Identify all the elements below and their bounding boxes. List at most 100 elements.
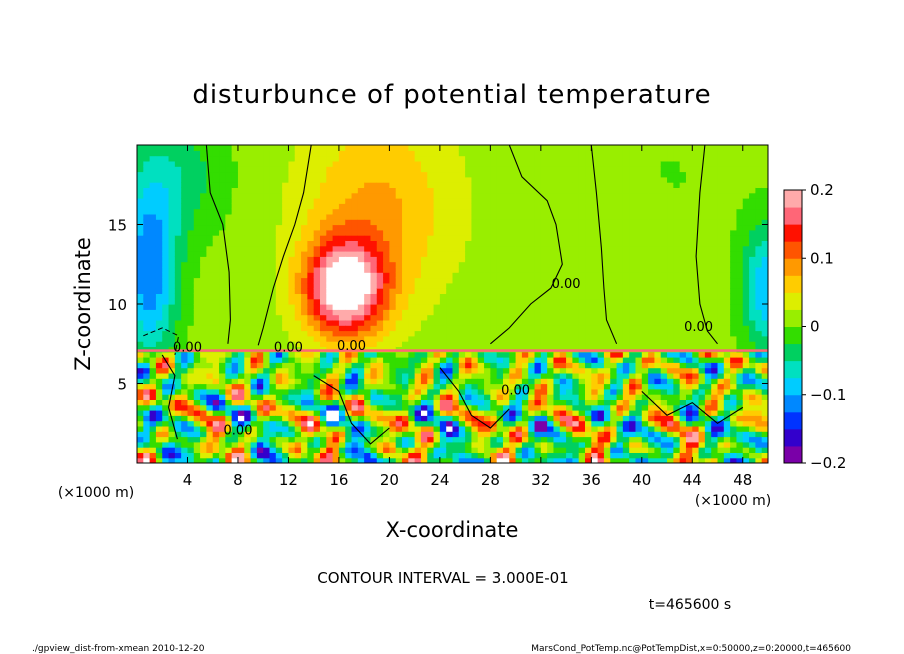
heatmap-cell <box>351 335 359 342</box>
heatmap-cell <box>603 155 611 162</box>
heatmap-cell <box>307 404 315 411</box>
heatmap-cell <box>307 266 315 273</box>
heatmap-cell <box>654 394 662 400</box>
heatmap-cell <box>654 383 662 390</box>
heatmap-cell <box>648 378 656 385</box>
heatmap-cell <box>629 404 637 411</box>
heatmap-cell <box>484 304 491 310</box>
heatmap-cell <box>307 298 315 305</box>
heatmap-cell <box>540 277 548 284</box>
heatmap-cell <box>244 187 252 194</box>
heatmap-cell <box>200 351 208 358</box>
heatmap-cell <box>332 378 340 385</box>
heatmap-cell <box>616 171 624 178</box>
heatmap-cell <box>471 219 479 226</box>
heatmap-cell <box>370 266 378 273</box>
heatmap-cell <box>301 341 308 347</box>
heatmap-cell <box>219 441 226 448</box>
heatmap-cell <box>509 235 517 241</box>
heatmap-cell <box>635 383 643 390</box>
heatmap-cell <box>439 219 447 226</box>
heatmap-cell <box>540 420 548 427</box>
heatmap-cell <box>591 357 599 363</box>
heatmap-cell <box>143 166 151 173</box>
heatmap-cell <box>509 425 517 432</box>
heatmap-cell <box>282 261 290 268</box>
heatmap-cell <box>471 240 479 247</box>
heatmap-cell <box>250 150 258 157</box>
heatmap-cell <box>591 335 599 342</box>
heatmap-cell <box>357 388 365 395</box>
heatmap-cell <box>275 309 283 316</box>
heatmap-cell <box>282 325 290 332</box>
heatmap-cell <box>414 357 422 363</box>
heatmap-cell <box>149 293 157 300</box>
heatmap-cell <box>465 166 473 173</box>
heatmap-cell <box>408 399 416 406</box>
heatmap-cell <box>263 261 271 268</box>
heatmap-cell <box>641 351 649 358</box>
heatmap-cell <box>629 335 637 342</box>
heatmap-cell <box>641 272 649 279</box>
heatmap-cell <box>603 341 611 347</box>
heatmap-cell <box>591 367 599 374</box>
heatmap-cell <box>402 293 409 300</box>
heatmap-cell <box>237 192 245 199</box>
heatmap-cell <box>174 192 182 199</box>
heatmap-cell <box>540 213 548 220</box>
heatmap-cell <box>345 261 353 268</box>
heatmap-cell <box>250 171 258 178</box>
heatmap-cell <box>641 235 649 241</box>
heatmap-cell <box>313 372 321 379</box>
heatmap-cell <box>212 208 220 215</box>
heatmap-cell <box>547 447 555 453</box>
heatmap-cell <box>521 282 529 289</box>
heatmap-cell <box>402 272 409 279</box>
heatmap-cell <box>616 447 624 453</box>
heatmap-cell <box>389 341 397 347</box>
heatmap-cell <box>591 277 599 284</box>
heatmap-cell <box>572 145 580 151</box>
heatmap-cell <box>294 399 302 406</box>
heatmap-cell <box>439 160 447 167</box>
heatmap-cell <box>193 160 201 167</box>
heatmap-cell <box>477 309 485 316</box>
heatmap-cell <box>635 314 643 321</box>
heatmap-cell <box>540 192 548 199</box>
heatmap-cell <box>275 240 283 247</box>
heatmap-cell <box>193 388 201 395</box>
heatmap-cell <box>338 293 346 300</box>
heatmap-cell <box>439 235 447 241</box>
heatmap-cell <box>521 192 529 199</box>
heatmap-cell <box>521 383 529 390</box>
heatmap-cell <box>616 431 624 438</box>
heatmap-cell <box>502 452 510 459</box>
heatmap-cell <box>275 399 283 406</box>
heatmap-cell <box>654 282 662 289</box>
heatmap-cell <box>591 431 599 438</box>
heatmap-cell <box>275 335 283 342</box>
heatmap-cell <box>610 372 618 379</box>
heatmap-cell <box>603 256 611 263</box>
heatmap-cell <box>629 229 637 236</box>
heatmap-cell <box>269 166 277 173</box>
heatmap-cell <box>364 187 372 194</box>
heatmap-cell <box>162 160 170 167</box>
heatmap-cell <box>149 203 157 210</box>
heatmap-cell <box>250 341 258 347</box>
heatmap-cell <box>370 192 378 199</box>
heatmap-cell <box>496 420 504 427</box>
heatmap-cell <box>490 425 498 432</box>
heatmap-cell <box>402 219 409 226</box>
heatmap-cell <box>452 166 460 173</box>
heatmap-cell <box>528 166 536 173</box>
heatmap-cell <box>294 420 302 427</box>
heatmap-cell <box>654 213 662 220</box>
heatmap-cell <box>446 319 454 326</box>
heatmap-cell <box>414 272 422 279</box>
heatmap-cell <box>420 166 428 173</box>
heatmap-cell <box>446 410 454 416</box>
heatmap-cell <box>648 341 656 347</box>
heatmap-cell <box>458 298 466 305</box>
heatmap-cell <box>610 155 618 162</box>
